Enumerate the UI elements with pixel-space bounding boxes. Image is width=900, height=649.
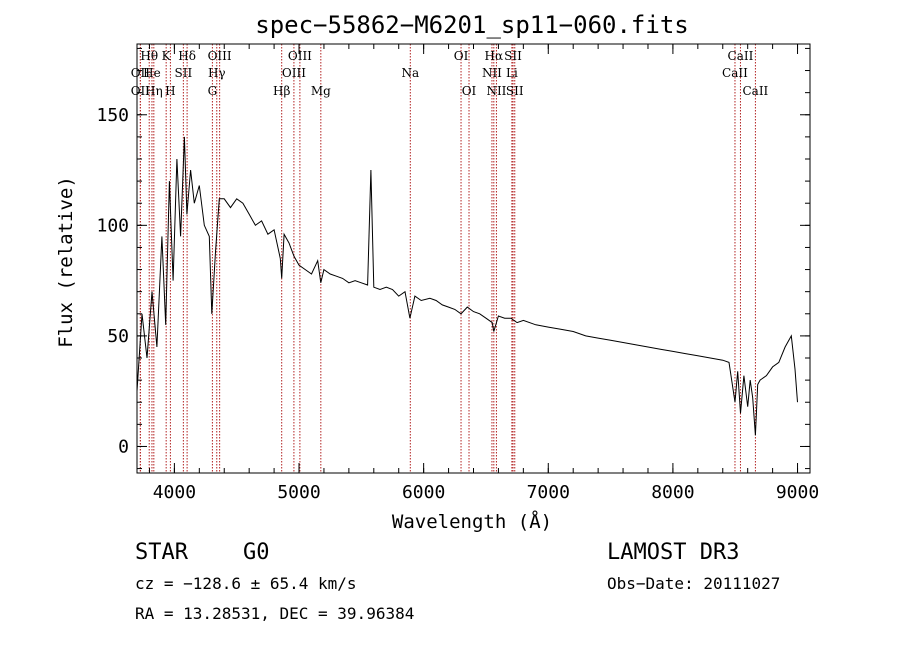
line-label-20: NII <box>482 66 502 80</box>
observation-date: Obs−Date: 20111027 <box>607 574 781 593</box>
line-label-8: Hδ <box>178 49 196 63</box>
y-tick-label: 50 <box>107 326 129 347</box>
line-label-23: Li <box>506 66 518 80</box>
line-label-10: Hγ <box>208 66 226 80</box>
line-label-24: SII <box>506 84 524 98</box>
survey-name: LAMOST DR3 <box>607 540 740 565</box>
line-label-26: CaII <box>722 66 748 80</box>
object-class: STAR <box>135 540 188 565</box>
redshift-velocity: cz = −128.6 ± 65.4 km/s <box>135 574 357 593</box>
flux-series-line <box>136 136 798 436</box>
x-tick-label: 7000 <box>527 482 570 503</box>
line-label-27: CaII <box>742 84 768 98</box>
line-label-0: OII <box>131 66 151 80</box>
line-label-16: Na <box>401 66 419 80</box>
plot-axes: 4000 5000 6000 7000 8000 9000 0 50 100 150 <box>96 43 819 503</box>
line-label-3: He <box>143 66 161 80</box>
line-label-21: NII <box>486 84 506 98</box>
line-label-22: SII <box>504 49 522 63</box>
line-label-11: G <box>208 84 218 98</box>
x-tick-label: 5000 <box>277 482 320 503</box>
x-tick-label: 8000 <box>651 482 694 503</box>
line-label-1: Hθ <box>140 49 158 63</box>
object-subclass: G0 <box>243 540 270 565</box>
line-label-18: OI <box>462 84 477 98</box>
line-label-12: Hβ <box>273 84 290 98</box>
x-tick-label: 9000 <box>776 482 819 503</box>
y-tick-label: 150 <box>96 105 129 126</box>
chart-title: spec−55862−M6201_sp11−060.fits <box>255 11 688 39</box>
line-label-17: OI <box>454 49 469 63</box>
y-tick-label: 0 <box>118 436 129 457</box>
plot-frame <box>136 43 811 474</box>
line-label-4: Hη <box>145 84 163 98</box>
line-label-9: OIII <box>208 49 232 63</box>
y-axis-label: Flux (relative) <box>55 176 77 348</box>
line-label-5: K <box>162 49 172 63</box>
x-axis-label: Wavelength (Å) <box>392 510 552 533</box>
x-tick-label: 4000 <box>153 482 196 503</box>
line-label-19: Hα <box>485 49 504 63</box>
line-label-6: H <box>165 84 175 98</box>
x-tick-label: 6000 <box>402 482 445 503</box>
line-label-15: Mg <box>311 84 331 98</box>
line-label-2: OII <box>131 84 151 98</box>
line-label-7: SII <box>175 66 193 80</box>
sky-coordinates: RA = 13.28531, DEC = 39.96384 <box>135 604 415 623</box>
line-label-13: OIII <box>288 49 312 63</box>
y-tick-label: 100 <box>96 215 129 236</box>
spectral-line-markers <box>139 44 756 473</box>
line-label-14: OIII <box>282 66 306 80</box>
line-label-25: CaII <box>728 49 754 63</box>
